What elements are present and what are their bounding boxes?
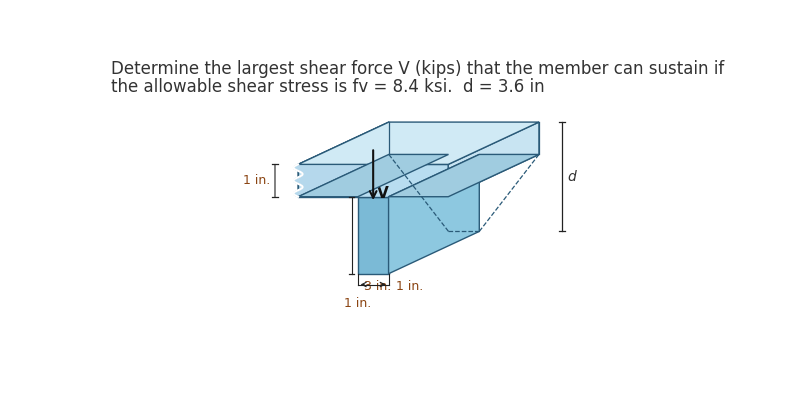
Polygon shape bbox=[298, 122, 539, 164]
Polygon shape bbox=[298, 154, 448, 197]
Text: 1 in.: 1 in. bbox=[397, 280, 424, 293]
Text: Determine the largest shear force V (kips) that the member can sustain if: Determine the largest shear force V (kip… bbox=[111, 61, 725, 79]
Text: the allowable shear stress is fv = 8.4 ksi.  d = 3.6 in: the allowable shear stress is fv = 8.4 k… bbox=[111, 78, 544, 96]
Polygon shape bbox=[294, 122, 389, 197]
Polygon shape bbox=[448, 122, 539, 197]
Polygon shape bbox=[389, 154, 539, 197]
Text: 3 in.: 3 in. bbox=[364, 280, 391, 293]
Polygon shape bbox=[298, 122, 389, 197]
Text: 1 in.: 1 in. bbox=[344, 297, 371, 310]
Text: V: V bbox=[377, 186, 389, 201]
Text: 1 in.: 1 in. bbox=[243, 174, 271, 187]
Polygon shape bbox=[358, 197, 389, 274]
Polygon shape bbox=[298, 164, 448, 197]
Text: d: d bbox=[567, 170, 576, 184]
Polygon shape bbox=[389, 154, 480, 274]
